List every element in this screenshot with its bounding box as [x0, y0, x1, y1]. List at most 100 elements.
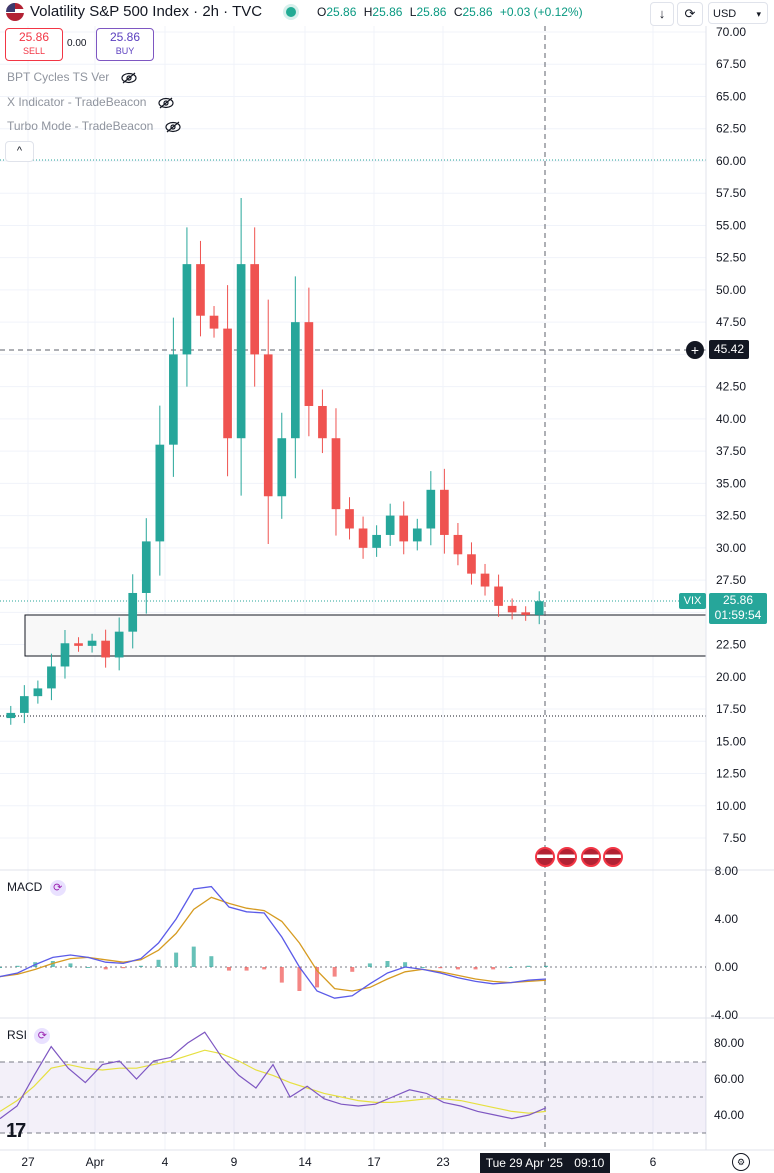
macd-histogram-bar	[103, 967, 108, 970]
collapse-legend-button[interactable]: ^	[5, 141, 34, 162]
indicator-settings-icon[interactable]: ⟳	[34, 1028, 51, 1044]
eye-off-icon[interactable]	[165, 121, 181, 133]
macd-histogram-bar	[350, 967, 355, 972]
macd-histogram-bar	[262, 967, 267, 970]
candle-body	[507, 605, 517, 613]
macd-legend[interactable]: MACD ⟳	[7, 880, 66, 896]
macd-signal-line	[0, 896, 547, 992]
candle-body	[74, 643, 83, 646]
price-tick-label: 55.00	[716, 218, 746, 232]
candle-body	[277, 438, 287, 497]
macd-histogram-bar	[138, 965, 143, 967]
candle-body	[263, 354, 273, 497]
rsi-legend[interactable]: RSI ⟳	[7, 1028, 51, 1044]
time-tick-label: 9	[231, 1155, 238, 1169]
macd-histogram-bar	[121, 967, 126, 969]
time-tick-label: 17	[367, 1155, 381, 1169]
support-zone-rectangle[interactable]	[24, 614, 707, 657]
price-axis[interactable]: 70.00 67.50 65.00 62.50 60.00 57.50 55.00 52.50…	[716, 25, 746, 845]
economic-event-flag-icon[interactable]	[557, 847, 577, 867]
arrow-down-icon[interactable]: ↓	[650, 2, 674, 26]
spread-value: 0.00	[67, 38, 87, 49]
economic-event-flag-icon[interactable]	[581, 847, 601, 867]
candle-body	[372, 534, 381, 548]
candle-body	[453, 534, 463, 555]
macd-histogram-bar	[315, 967, 320, 988]
time-axis[interactable]: 27 Apr 4 9 14 17 23 6	[21, 1155, 656, 1169]
price-tick-label: 12.50	[716, 767, 746, 781]
scale-settings-icon[interactable]: ⚙	[732, 1153, 750, 1171]
macd-tick-label: 0.00	[715, 960, 739, 974]
macd-histogram-bar	[86, 967, 91, 968]
crosshair-clock: 09:10	[574, 1156, 605, 1170]
price-tick-label: 7.50	[723, 831, 747, 845]
currency-select[interactable]: USD ▾	[708, 2, 768, 24]
economic-event-flag-icon[interactable]	[603, 847, 623, 867]
grid-lines	[0, 26, 706, 1150]
buy-price: 25.86	[109, 30, 141, 44]
add-alert-plus-icon[interactable]: +	[686, 341, 704, 359]
macd-histogram-bar	[332, 967, 337, 977]
indicator-name: X Indicator - TradeBeacon	[7, 95, 147, 109]
symbol-title[interactable]: Volatility S&P 500 Index · 2h · TVC	[30, 3, 263, 20]
candle-body	[318, 405, 327, 439]
candle-body	[290, 322, 300, 439]
price-tick-label: 70.00	[716, 25, 746, 39]
close-label: C	[453, 5, 463, 19]
candle-body	[331, 438, 341, 510]
macd-histogram-bar	[191, 946, 196, 967]
macd-label: MACD	[7, 880, 43, 895]
price-tick-label: 57.50	[716, 186, 746, 200]
macd-histogram-bar	[156, 959, 161, 967]
price-tick-label: 60.00	[716, 154, 746, 168]
time-tick-label: 14	[298, 1155, 312, 1169]
candlestick-series	[6, 198, 544, 725]
indicator-legend-x-indicator[interactable]: X Indicator - TradeBeacon	[7, 95, 174, 109]
rsi-line	[0, 1031, 547, 1120]
indicator-legend-bpt[interactable]: BPT Cycles TS Ver	[7, 70, 137, 84]
low-value: 25.86	[416, 5, 447, 19]
last-price-value: 25.86	[722, 593, 754, 607]
indicator-name: BPT Cycles TS Ver	[7, 70, 110, 84]
indicator-legend-turbo-mode[interactable]: Turbo Mode - TradeBeacon	[7, 119, 181, 133]
macd-histogram-bar	[455, 967, 460, 970]
us-flag-icon	[6, 3, 24, 21]
price-tick-label: 52.50	[716, 251, 746, 265]
macd-axis[interactable]: 8.00 4.00 0.00 -4.00	[711, 864, 739, 1022]
high-value: 25.86	[372, 5, 403, 19]
macd-histogram-bar	[526, 965, 531, 967]
indicator-settings-icon[interactable]: ⟳	[49, 880, 66, 896]
macd-histogram-bar	[544, 965, 548, 967]
macd-tick-label: 8.00	[715, 864, 739, 878]
eye-off-icon[interactable]	[121, 72, 137, 84]
ohlc-values: O25.86 H25.86 L25.86 C25.86 +0.03 (+0.12…	[317, 5, 587, 19]
sell-button[interactable]: 25.86 SELL	[5, 28, 63, 61]
candle-body	[521, 612, 531, 615]
buy-button[interactable]: 25.86 BUY	[96, 28, 154, 61]
tradingview-logo-icon[interactable]: 17	[6, 1120, 26, 1142]
chevron-down-icon: ▾	[756, 9, 761, 19]
crosshair-time-label: Tue 29 Apr '25 09:10	[480, 1153, 610, 1173]
candle-body	[399, 515, 409, 542]
candle-body	[223, 328, 232, 439]
candle-body	[236, 264, 246, 439]
macd-histogram-bar	[244, 967, 249, 971]
open-value: 25.86	[326, 5, 357, 19]
eye-off-icon[interactable]	[158, 97, 174, 109]
reload-icon[interactable]: ⟳	[677, 2, 703, 26]
rsi-label: RSI	[7, 1028, 28, 1043]
candle-body	[6, 712, 16, 719]
market-status-icon[interactable]	[286, 7, 296, 17]
rsi-axis[interactable]: 80.00 60.00 40.00	[714, 1036, 744, 1122]
candle-body	[87, 640, 97, 646]
time-tick-label: Apr	[86, 1155, 105, 1169]
candle-body	[33, 688, 43, 697]
price-tick-label: 32.50	[716, 509, 746, 523]
price-tick-label: 20.00	[716, 670, 746, 684]
economic-event-flag-icon[interactable]	[535, 847, 555, 867]
time-tick-label: 6	[650, 1155, 657, 1169]
price-tick-label: 17.50	[716, 702, 746, 716]
macd-tick-label: -4.00	[711, 1008, 739, 1022]
candle-body	[114, 631, 124, 658]
